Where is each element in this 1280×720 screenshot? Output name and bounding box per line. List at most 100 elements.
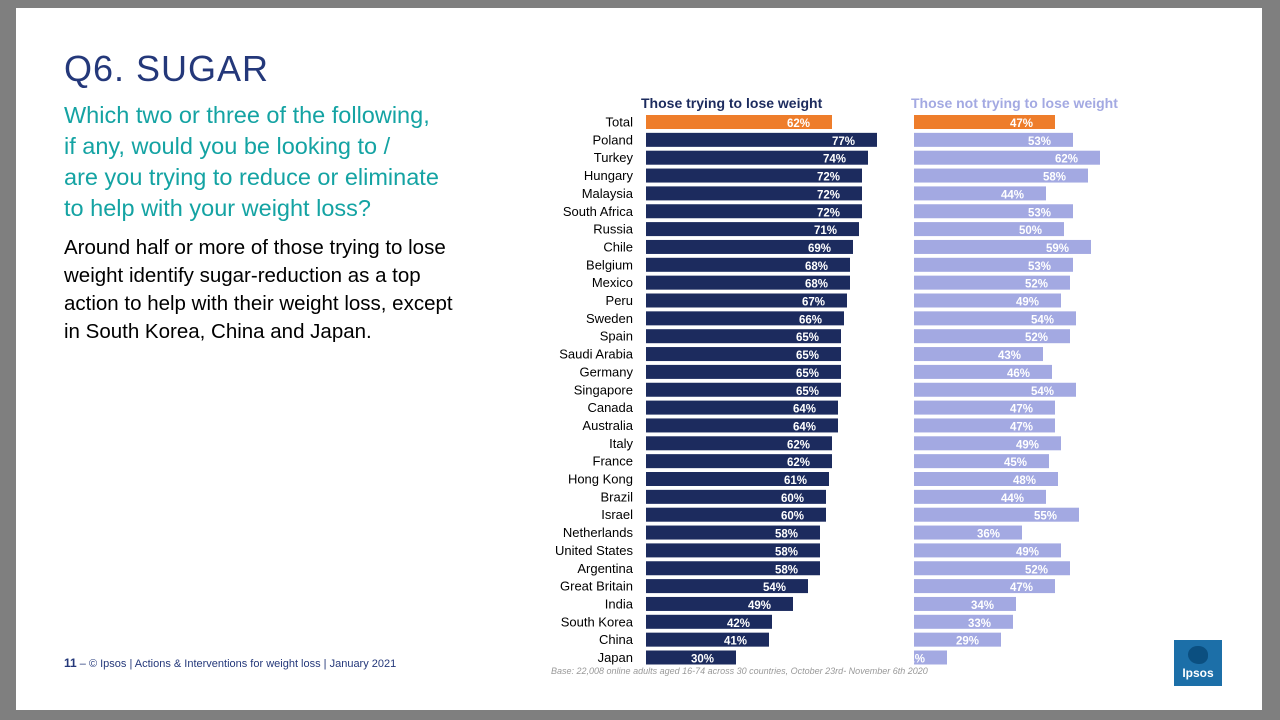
- legend-trying: Those trying to lose weight: [641, 95, 823, 111]
- category-label: Chile: [603, 239, 633, 254]
- bar-not-trying: [914, 382, 1076, 397]
- data-label-trying: 68%: [805, 279, 828, 291]
- data-label-trying: 64%: [793, 421, 816, 433]
- bar-not-trying: [914, 489, 1046, 504]
- data-label-not-trying: 59%: [1046, 243, 1069, 255]
- data-label-trying: 58%: [775, 529, 798, 541]
- data-label-trying: 77%: [832, 136, 855, 148]
- data-label-not-trying: 47%: [1010, 421, 1033, 433]
- category-label: Poland: [593, 132, 633, 147]
- bar-not-trying: [914, 614, 1013, 629]
- data-label-trying: 58%: [775, 546, 798, 558]
- bar-not-trying: [914, 400, 1055, 415]
- data-label-trying: 65%: [796, 332, 819, 344]
- slide: Q6. SUGAR Which two or three of the foll…: [16, 8, 1262, 710]
- data-label-trying: 72%: [817, 207, 840, 219]
- bar-trying: [646, 436, 832, 451]
- bar-trying: [646, 275, 850, 290]
- bar-not-trying: [914, 150, 1100, 165]
- bar-not-trying: [914, 543, 1061, 558]
- category-label: Italy: [609, 436, 633, 451]
- data-label-not-trying: 53%: [1028, 261, 1051, 273]
- data-label-not-trying: 53%: [1028, 136, 1051, 148]
- data-label-not-trying: 54%: [1031, 314, 1054, 326]
- bar-trying: [646, 239, 853, 254]
- category-label: Hungary: [584, 168, 634, 183]
- data-label-not-trying: 33%: [968, 618, 991, 630]
- bar-trying: [646, 400, 838, 415]
- logo-icon: [1188, 646, 1208, 664]
- bar-not-trying: [914, 454, 1049, 469]
- bar-trying: [646, 257, 850, 272]
- data-label-not-trying: 36%: [977, 529, 1000, 541]
- data-label-trying: 49%: [748, 600, 771, 612]
- category-label: China: [599, 632, 634, 647]
- bar-trying: [646, 632, 769, 647]
- footer-text: © Ipsos | Actions & Interventions for we…: [88, 658, 397, 670]
- bar-trying: [646, 579, 808, 594]
- bar-not-trying: [914, 347, 1043, 362]
- bar-not-trying: [914, 293, 1061, 308]
- bar-not-trying: [914, 275, 1070, 290]
- data-label-not-trying: 47%: [1010, 118, 1033, 130]
- bar-not-trying: [914, 364, 1052, 379]
- category-label: Brazil: [600, 489, 633, 504]
- question-line: if any, would you be looking to /: [64, 133, 391, 159]
- description-line: action to help with their weight loss, e…: [64, 292, 453, 315]
- bar-not-trying: [914, 239, 1091, 254]
- data-label-not-trying: 50%: [1019, 225, 1042, 237]
- data-label-not-trying: 48%: [1013, 475, 1036, 487]
- page-number: 11: [64, 656, 77, 670]
- question-line: Which two or three of the following,: [64, 102, 430, 128]
- data-label-trying: 30%: [691, 654, 714, 666]
- footer-dash: –: [79, 658, 86, 670]
- bar-trying: [646, 454, 832, 469]
- bar-trying: [646, 525, 820, 540]
- data-label-not-trying: 44%: [1001, 189, 1024, 201]
- bar-not-trying: [914, 650, 947, 665]
- bar-not-trying: [914, 418, 1055, 433]
- data-label-trying: 54%: [763, 582, 786, 594]
- description-text: Around half or more of those trying to l…: [64, 234, 534, 346]
- bar-not-trying: [914, 186, 1046, 201]
- category-label: Germany: [580, 364, 634, 379]
- bar-trying: [646, 382, 841, 397]
- legend-not-trying: Those not trying to lose weight: [911, 95, 1118, 111]
- data-label-not-trying: 53%: [1028, 207, 1051, 219]
- bar-chart: Total 62% 47% Poland 77% 53% Turkey 74% 62% Hunga…: [555, 115, 1100, 666]
- bar-trying: [646, 132, 877, 147]
- logo-text: Ipsos: [1182, 666, 1214, 680]
- category-label: Hong Kong: [568, 472, 633, 487]
- data-label-trying: 62%: [787, 457, 810, 469]
- question-line: to help with your weight loss?: [64, 195, 371, 221]
- data-label-not-trying: 55%: [1034, 511, 1057, 523]
- bar-trying: [646, 507, 826, 522]
- category-label: Malaysia: [582, 186, 634, 201]
- data-label-trying: 65%: [796, 368, 819, 380]
- bar-trying: [646, 168, 862, 183]
- data-label-not-trying: 45%: [1004, 457, 1027, 469]
- data-label-trying: 65%: [796, 350, 819, 362]
- description-line: weight identify sugar-reduction as a top: [64, 264, 421, 287]
- bar-not-trying: [914, 525, 1022, 540]
- bar-trying: [646, 311, 844, 326]
- category-label: Turkey: [594, 150, 634, 165]
- data-label-trying: 71%: [814, 225, 837, 237]
- bar-trying: [646, 329, 841, 344]
- bar-trying: [646, 186, 862, 201]
- data-label-trying: 60%: [781, 493, 804, 505]
- data-label-trying: 62%: [787, 118, 810, 130]
- data-label-trying: 42%: [727, 618, 750, 630]
- category-label: Singapore: [574, 382, 633, 397]
- category-label: Saudi Arabia: [559, 347, 633, 362]
- bar-not-trying: [914, 115, 1055, 129]
- category-label: Netherlands: [563, 525, 634, 540]
- data-label-trying: 58%: [775, 564, 798, 576]
- data-label-trying: 61%: [784, 475, 807, 487]
- question-line: are you trying to reduce or eliminate: [64, 164, 439, 190]
- data-label-not-trying: 47%: [1010, 404, 1033, 416]
- bar-trying: [646, 364, 841, 379]
- data-label-not-trying: 47%: [1010, 582, 1033, 594]
- category-label: Sweden: [586, 311, 633, 326]
- data-label-not-trying: 43%: [998, 350, 1021, 362]
